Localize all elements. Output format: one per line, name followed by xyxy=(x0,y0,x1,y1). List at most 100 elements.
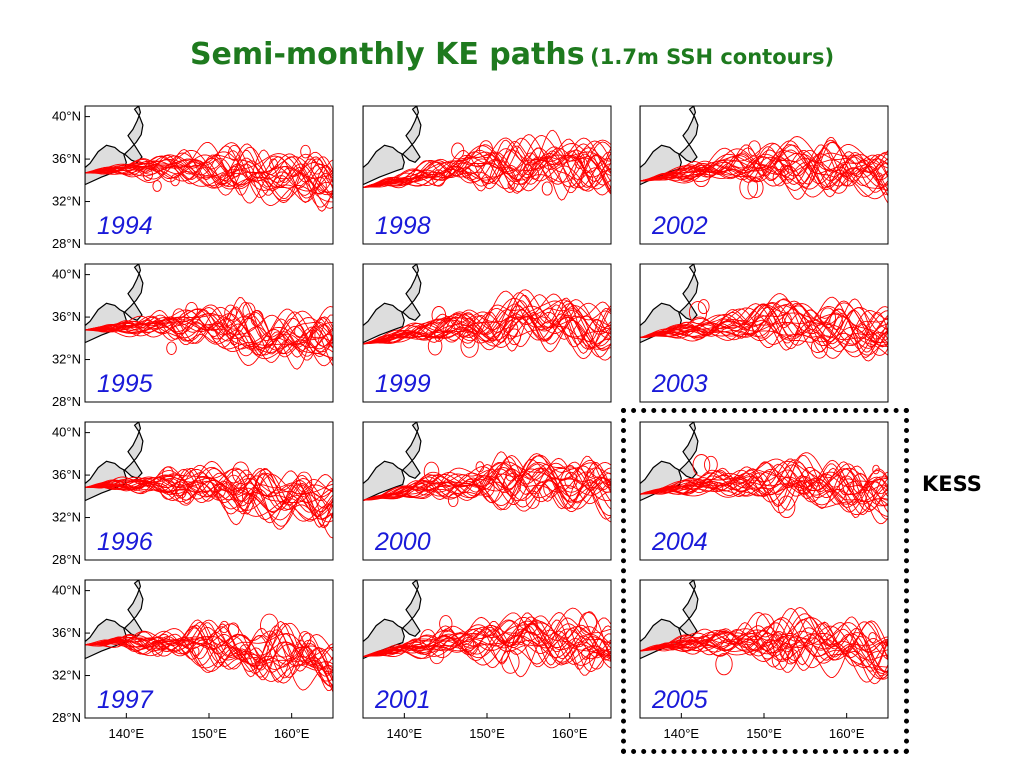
eddy-loop xyxy=(564,471,578,489)
year-label: 2001 xyxy=(374,686,431,714)
ssh-contour-path xyxy=(363,148,611,189)
eddy-loop xyxy=(447,493,459,508)
eddy-loop xyxy=(152,180,162,192)
ssh-contour-path xyxy=(640,625,888,661)
eddy-loop xyxy=(232,482,248,502)
eddy-loop xyxy=(300,144,311,159)
ssh-contour-path xyxy=(363,150,611,188)
eddy-loop xyxy=(185,301,198,319)
eddy-loop xyxy=(151,641,164,657)
panel-1995: 1995 28°N 32°N 36°N 40°N xyxy=(52,263,334,409)
ssh-contour-path xyxy=(85,627,333,682)
ssh-contour-path xyxy=(640,622,888,661)
eddy-loop xyxy=(294,325,305,338)
y-tick-label: 32°N xyxy=(52,510,81,525)
eddy-loop xyxy=(586,468,595,478)
year-label: 1998 xyxy=(375,212,431,240)
ssh-contour-path xyxy=(640,136,888,204)
ssh-contour-path xyxy=(85,155,333,208)
ssh-contour-path xyxy=(85,313,333,355)
eddy-loop xyxy=(461,636,475,653)
year-label: 1995 xyxy=(97,370,153,398)
eddy-loop xyxy=(213,482,226,498)
eddy-loop xyxy=(442,319,461,343)
eddy-loop xyxy=(730,474,748,497)
eddy-loop xyxy=(868,632,877,644)
ssh-contour-path xyxy=(85,154,333,198)
eddy-loop xyxy=(857,323,869,339)
ssh-contour-path xyxy=(363,617,611,668)
eddy-loop xyxy=(431,306,447,325)
panel-frame xyxy=(362,263,612,403)
ssh-contour-path xyxy=(85,472,333,511)
eddy-loop xyxy=(142,167,154,182)
eddy-loop xyxy=(692,454,711,477)
ssh-contour-path xyxy=(85,468,333,513)
ssh-contour-path xyxy=(640,617,888,673)
ssh-contour-path xyxy=(85,304,333,366)
panel-1996: 1996 28°N 32°N 36°N 40°N xyxy=(52,421,334,567)
year-label: 2004 xyxy=(651,528,708,556)
ssh-contour-path xyxy=(640,471,888,503)
ssh-contour-path xyxy=(363,129,611,192)
eddy-loop xyxy=(241,487,255,505)
ssh-contour-path xyxy=(363,307,611,345)
eddy-loop xyxy=(301,639,317,660)
panel-frame xyxy=(639,105,889,245)
ssh-contour-path xyxy=(85,621,333,682)
ssh-contour-path xyxy=(85,636,333,666)
y-tick-label: 28°N xyxy=(52,236,81,251)
ssh-contour-path xyxy=(85,311,333,358)
y-tick-label: 40°N xyxy=(52,267,81,282)
ssh-contour-path xyxy=(85,632,333,688)
eddy-loop xyxy=(439,615,453,633)
y-tick-label: 32°N xyxy=(52,352,81,367)
kess-highlight-box xyxy=(621,408,909,754)
japan-land-icon xyxy=(363,580,422,660)
ssh-contour-path xyxy=(363,620,611,666)
panel-2000: 2000 xyxy=(362,421,612,561)
ssh-contour-path xyxy=(85,474,333,517)
eddy-loop xyxy=(781,313,792,326)
ssh-contour-path xyxy=(640,309,888,353)
ssh-contour-path xyxy=(85,619,333,693)
ssh-contour-path xyxy=(640,149,888,182)
y-tick-label: 28°N xyxy=(52,710,81,725)
ssh-contour-path xyxy=(85,155,333,202)
ssh-contour-path xyxy=(363,468,611,502)
eddy-loop xyxy=(314,324,332,347)
eddy-loop xyxy=(826,634,835,645)
ssh-contour-path xyxy=(363,457,611,505)
eddy-loop xyxy=(530,168,540,180)
eddy-loop xyxy=(431,169,446,187)
eddy-loop xyxy=(838,475,855,496)
eddy-loop xyxy=(839,163,849,176)
ssh-contour-path xyxy=(640,607,888,680)
eddy-loop xyxy=(460,312,476,331)
ssh-contour-path xyxy=(85,157,333,196)
ssh-contour-path xyxy=(363,297,611,352)
eddy-loop xyxy=(501,650,520,674)
ssh-contour-path xyxy=(640,471,888,498)
eddy-loop xyxy=(423,461,440,482)
eddy-loop xyxy=(715,652,733,676)
japan-land-icon xyxy=(640,106,699,186)
ssh-contour-path xyxy=(640,630,888,667)
eddy-loop xyxy=(819,307,836,329)
x-tick-label: 160°E xyxy=(829,726,865,741)
ssh-contour-path xyxy=(85,313,333,367)
japan-land-icon xyxy=(85,106,144,186)
ssh-contour-path xyxy=(363,143,611,188)
ssh-contour-path xyxy=(363,139,611,201)
panel-frame xyxy=(639,421,889,561)
ssh-contour-path xyxy=(85,152,333,204)
eddy-loop xyxy=(229,334,239,346)
ssh-contour-path xyxy=(363,309,611,345)
eddy-loop xyxy=(779,164,789,177)
panel-2003: 2003 xyxy=(639,263,889,403)
eddy-loop xyxy=(170,174,180,187)
eddy-loop xyxy=(310,158,324,175)
x-tick-label: 160°E xyxy=(274,726,310,741)
eddy-loop xyxy=(460,334,479,358)
